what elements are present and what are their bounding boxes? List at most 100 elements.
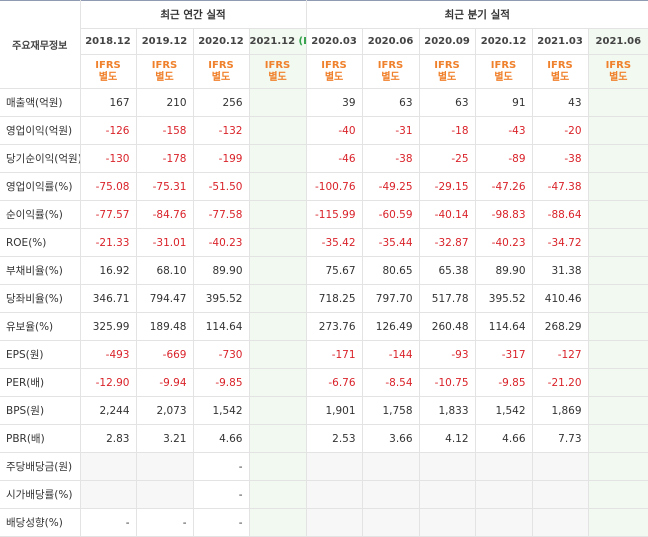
table-cell: 2.83 — [79, 424, 137, 453]
table-cell — [248, 172, 307, 201]
table-cell — [587, 256, 648, 285]
table-cell: -77.57 — [79, 200, 137, 229]
table-cell: 395.52 — [192, 284, 250, 313]
table-cell — [248, 284, 307, 313]
ifrs-label: IFRS — [490, 59, 517, 71]
table-cell: 4.66 — [192, 424, 250, 453]
table-cell: 1,869 — [531, 396, 589, 425]
table-cell — [587, 480, 648, 509]
period-header: 2020.06 — [361, 28, 420, 55]
table-cell: -75.31 — [135, 172, 194, 201]
table-cell: -84.76 — [135, 200, 194, 229]
table-cell: 395.52 — [474, 284, 533, 313]
table-cell: -126 — [79, 116, 137, 145]
table-cell — [248, 256, 307, 285]
table-row: PBR(배) 2.83 3.21 4.66 2.53 3.66 4.12 4.66 7.73 — [0, 424, 648, 453]
table-cell: -171 — [305, 340, 363, 369]
table-cell: 63 — [418, 88, 476, 117]
table-cell: 2,244 — [79, 396, 137, 425]
table-cell: 718.25 — [305, 284, 363, 313]
row-label: 주당배당금(원) — [0, 452, 81, 481]
table-cell: 794.47 — [135, 284, 194, 313]
separate-label: 별도 — [494, 71, 513, 83]
table-cell: -40.14 — [418, 200, 476, 229]
table-cell: -9.85 — [192, 368, 250, 397]
row-label: 유보율(%) — [0, 312, 81, 341]
table-cell — [531, 508, 589, 537]
table-row: 매출액(억원) 167 210 256 39 63 63 91 43 — [0, 88, 648, 117]
table-row: PER(배) -12.90 -9.94 -9.85 -6.76 -8.54 -10.75 -9… — [0, 368, 648, 397]
row-label: 영업이익률(%) — [0, 172, 81, 201]
table-cell — [474, 508, 533, 537]
table-cell: 189.48 — [135, 312, 194, 341]
table-cell: -317 — [474, 340, 533, 369]
table-cell: -100.76 — [305, 172, 363, 201]
period-header: 2018.12 — [80, 28, 137, 55]
table-cell: -730 — [192, 340, 250, 369]
ifrs-label: IFRS — [208, 59, 234, 71]
period-header: 2020.12 — [192, 28, 250, 55]
table-cell — [361, 480, 420, 509]
table-cell: -40.23 — [474, 228, 533, 257]
table-row: 유보율(%) 325.99 189.48 114.64 273.76 126.49 260.… — [0, 312, 648, 341]
table-cell: 1,542 — [474, 396, 533, 425]
table-cell: -130 — [79, 144, 137, 173]
table-cell — [531, 452, 589, 481]
ifrs-badge: IFRS 별도 — [305, 54, 363, 89]
table-cell: 91 — [474, 88, 533, 117]
table-cell: 4.12 — [418, 424, 476, 453]
table-cell: -178 — [135, 144, 194, 173]
period-header: 2020.09 — [418, 28, 476, 55]
table-cell — [305, 452, 363, 481]
table-cell: -51.50 — [192, 172, 250, 201]
table-cell — [248, 508, 307, 537]
ifrs-badge: IFRS 별도 — [248, 54, 307, 89]
table-cell: - — [192, 452, 250, 481]
table-cell — [587, 116, 648, 145]
table-cell: 16.92 — [79, 256, 137, 285]
table-cell — [587, 200, 648, 229]
table-cell: 31.38 — [531, 256, 589, 285]
period-header: 2020.12 — [474, 28, 533, 55]
table-cell: 210 — [135, 88, 194, 117]
table-cell: -47.38 — [531, 172, 589, 201]
period-header: 2020.03 — [305, 28, 363, 55]
estimate-mark: (E) — [298, 36, 305, 47]
separate-label: 별도 — [98, 71, 118, 83]
ifrs-label: IFRS — [434, 59, 460, 71]
table-cell — [418, 508, 476, 537]
table-cell — [79, 480, 137, 509]
ifrs-label: IFRS — [377, 59, 404, 71]
table-cell — [587, 88, 648, 117]
table-row: EPS(원) -493 -669 -730 -171 -144 -93 -317 -127 — [0, 340, 648, 369]
row-label: 순이익률(%) — [0, 200, 81, 229]
period-header: 2021.06 — [587, 28, 648, 55]
separate-label: 별도 — [381, 71, 400, 83]
period-label: 2018.12 — [85, 36, 131, 47]
period-header: 2021.12 (E) — [248, 28, 307, 55]
table-cell: 4.66 — [474, 424, 533, 453]
table-cell: -47.26 — [474, 172, 533, 201]
ifrs-label: IFRS — [151, 59, 178, 71]
row-label: 시가배당률(%) — [0, 480, 81, 509]
table-cell: 256 — [192, 88, 250, 117]
table-cell: 1,542 — [192, 396, 250, 425]
period-label: 2021.12 — [249, 36, 296, 47]
table-cell: -6.76 — [305, 368, 363, 397]
table-cell — [587, 368, 648, 397]
table-cell — [305, 508, 363, 537]
table-cell: - — [192, 480, 250, 509]
ifrs-badge: IFRS 별도 — [361, 54, 420, 89]
table-cell: - — [79, 508, 137, 537]
period-label: 2020.03 — [311, 36, 357, 47]
table-cell: -29.15 — [418, 172, 476, 201]
table-cell — [135, 480, 194, 509]
table-row: ROE(%) -21.33 -31.01 -40.23 -35.42 -35.44 -32.… — [0, 228, 648, 257]
table-cell: 7.73 — [531, 424, 589, 453]
period-label: 2021.06 — [595, 36, 642, 47]
table-cell: -31 — [361, 116, 420, 145]
table-cell: -10.75 — [418, 368, 476, 397]
table-cell: 114.64 — [192, 312, 250, 341]
table-cell — [587, 284, 648, 313]
row-label: BPS(원) — [0, 396, 81, 425]
